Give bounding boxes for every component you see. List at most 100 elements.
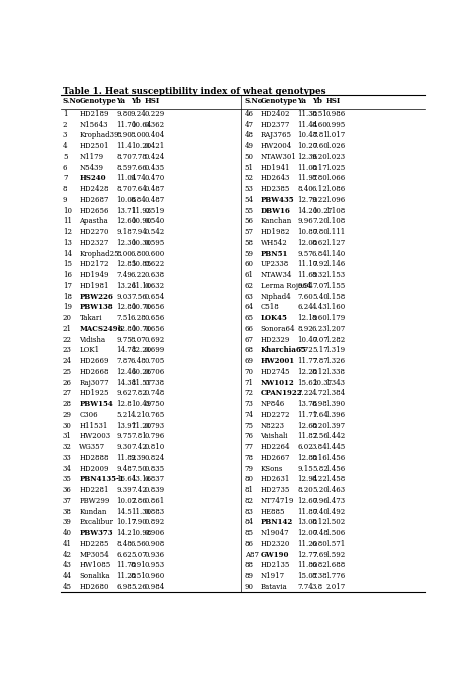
Text: 82: 82 (245, 497, 254, 505)
Text: HD1982: HD1982 (261, 228, 290, 236)
Text: 8.32: 8.32 (312, 271, 328, 279)
Text: 52: 52 (245, 175, 254, 183)
Text: 25: 25 (63, 368, 72, 376)
Text: 9.74: 9.74 (131, 175, 146, 183)
Text: 1.127: 1.127 (326, 239, 346, 247)
Text: 10.06: 10.06 (116, 196, 137, 204)
Text: C306: C306 (80, 410, 98, 419)
Text: 1.776: 1.776 (326, 572, 346, 580)
Text: 31: 31 (63, 432, 72, 440)
Text: HD2135: HD2135 (261, 561, 290, 570)
Text: 88: 88 (245, 561, 254, 570)
Text: Apastha: Apastha (80, 217, 108, 225)
Text: 7.72: 7.72 (297, 346, 313, 355)
Text: 12.20: 12.20 (131, 346, 151, 355)
Text: 85: 85 (245, 529, 254, 537)
Text: 1.492: 1.492 (326, 508, 346, 516)
Text: 0.892: 0.892 (145, 518, 165, 526)
Text: HD2656: HD2656 (80, 206, 109, 214)
Text: Excalibur: Excalibur (80, 518, 113, 526)
Text: 9.03: 9.03 (116, 293, 132, 301)
Text: 8.20: 8.20 (297, 486, 313, 494)
Text: 37: 37 (63, 497, 72, 505)
Text: 7.07: 7.07 (312, 336, 328, 344)
Text: 10.70: 10.70 (131, 325, 151, 333)
Text: 90: 90 (245, 583, 254, 590)
Text: WH542: WH542 (261, 239, 287, 247)
Text: 79: 79 (245, 464, 254, 472)
Text: 7.60: 7.60 (297, 293, 313, 301)
Text: 48: 48 (245, 131, 254, 140)
Text: 7.86: 7.86 (131, 497, 146, 505)
Text: 8.84: 8.84 (131, 196, 146, 204)
Text: 36: 36 (63, 486, 72, 494)
Text: 11.20: 11.20 (297, 540, 318, 548)
Text: 44: 44 (63, 572, 72, 580)
Text: HD2745: HD2745 (261, 368, 290, 376)
Text: 7.94: 7.94 (131, 228, 146, 236)
Text: 1.108: 1.108 (326, 206, 346, 214)
Text: 9.15: 9.15 (297, 464, 313, 472)
Text: 1.026: 1.026 (326, 142, 346, 150)
Text: 0.936: 0.936 (145, 551, 164, 559)
Text: Sonalika: Sonalika (80, 572, 110, 580)
Text: N19047: N19047 (261, 529, 289, 537)
Text: 0.793: 0.793 (145, 421, 164, 429)
Text: HD2667: HD2667 (261, 454, 290, 462)
Text: HE885: HE885 (261, 508, 285, 516)
Text: 23: 23 (63, 346, 72, 355)
Text: MACS2496: MACS2496 (80, 325, 123, 333)
Text: MP3054: MP3054 (80, 551, 109, 559)
Text: HD2285: HD2285 (80, 540, 109, 548)
Text: 0.706: 0.706 (145, 368, 165, 376)
Text: 1.390: 1.390 (326, 400, 346, 408)
Text: 1.017: 1.017 (326, 131, 346, 140)
Text: 12.20: 12.20 (297, 368, 318, 376)
Text: 64: 64 (245, 303, 254, 311)
Text: 10.37: 10.37 (312, 379, 332, 387)
Text: 63: 63 (245, 293, 254, 301)
Text: 6.62: 6.62 (116, 551, 132, 559)
Text: Vidisha: Vidisha (80, 336, 106, 344)
Text: Krophad39: Krophad39 (80, 131, 119, 140)
Text: 12.00: 12.00 (297, 239, 318, 247)
Text: 13.97: 13.97 (116, 421, 137, 429)
Text: 10.49: 10.49 (131, 400, 151, 408)
Text: 57: 57 (245, 228, 254, 236)
Text: 11.80: 11.80 (297, 508, 318, 516)
Text: 1.442: 1.442 (326, 432, 346, 440)
Text: 32: 32 (63, 443, 72, 451)
Text: 12.60: 12.60 (297, 421, 318, 429)
Text: 0.622: 0.622 (145, 260, 165, 268)
Text: 67: 67 (245, 336, 254, 344)
Text: 9.39: 9.39 (116, 486, 132, 494)
Text: CPAN1922: CPAN1922 (261, 390, 302, 397)
Text: 0.229: 0.229 (145, 110, 165, 118)
Text: 73: 73 (245, 400, 254, 408)
Text: NTAW34: NTAW34 (261, 271, 292, 279)
Text: 0.600: 0.600 (145, 249, 165, 257)
Text: Niphad4: Niphad4 (261, 293, 291, 301)
Text: 58: 58 (245, 239, 254, 247)
Text: 53: 53 (245, 185, 254, 193)
Text: Table 1. Heat susceptibility index of wheat genotypes: Table 1. Heat susceptibility index of wh… (63, 87, 326, 96)
Text: 50: 50 (245, 153, 254, 161)
Text: 14: 14 (63, 249, 72, 257)
Text: HW2003: HW2003 (80, 432, 110, 440)
Text: 10.20: 10.20 (297, 142, 318, 150)
Text: 10.64: 10.64 (131, 121, 151, 129)
Text: N8223: N8223 (261, 421, 284, 429)
Text: 7.42: 7.42 (131, 486, 146, 494)
Text: HD2631: HD2631 (261, 475, 290, 483)
Text: 12.46: 12.46 (116, 368, 137, 376)
Text: HD2428: HD2428 (80, 185, 109, 193)
Text: 9.18: 9.18 (116, 228, 132, 236)
Text: 1.592: 1.592 (326, 551, 346, 559)
Text: 10.20: 10.20 (131, 142, 151, 150)
Text: 0.542: 0.542 (145, 228, 165, 236)
Text: 6.80: 6.80 (131, 249, 146, 257)
Text: 0.837: 0.837 (145, 475, 164, 483)
Text: 12: 12 (63, 228, 72, 236)
Text: 0.487: 0.487 (145, 196, 165, 204)
Text: 6.22: 6.22 (131, 271, 146, 279)
